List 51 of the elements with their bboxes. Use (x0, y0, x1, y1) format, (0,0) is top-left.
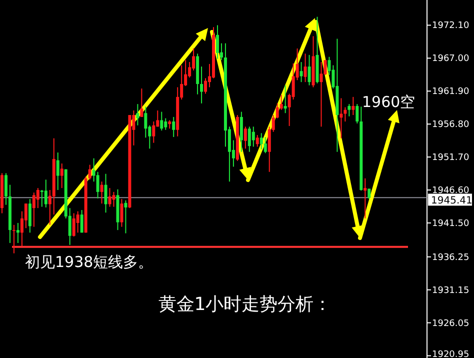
candlestick (76, 210, 80, 234)
candlestick (16, 222, 20, 244)
candlestick (244, 126, 247, 150)
y-tick-label: 1941.50 (432, 218, 470, 229)
candlestick (60, 162, 64, 189)
candlestick (72, 212, 76, 238)
y-tick-label: 1956.80 (432, 120, 470, 130)
candlestick (144, 106, 148, 138)
candlestick (100, 181, 104, 204)
y-tick-label: 1946.60 (432, 186, 470, 196)
text: 黄金1小时走势分析： (158, 294, 332, 315)
y-tick-label: 1961.90 (432, 87, 470, 98)
candlestick (88, 164, 92, 180)
candlestick (140, 88, 144, 118)
candlestick (96, 171, 100, 199)
candlestick (24, 203, 28, 229)
candlestick (204, 78, 208, 94)
y-tick-label: 1931.15 (432, 286, 470, 296)
candlestick (32, 192, 36, 228)
y-tick-label: 1972.10 (432, 21, 470, 32)
candlestick (56, 152, 60, 190)
candlestick (172, 116, 176, 138)
y-tick-label: 1967.00 (432, 54, 470, 64)
candlestick (368, 188, 371, 200)
y-tick-label: 1951.70 (432, 153, 470, 164)
candlestick (124, 200, 128, 234)
ref-line-label: 1945.41 (431, 196, 472, 207)
candlestick (364, 178, 367, 219)
candlestick (80, 210, 84, 234)
candlestick (40, 189, 44, 208)
candlestick (136, 104, 140, 126)
candlestick (36, 188, 40, 209)
annotation: 1960空 (362, 93, 416, 111)
y-tick-label: 1936.25 (432, 252, 470, 263)
candlestick (12, 224, 16, 254)
y-tick-label: 1926.05 (432, 318, 470, 329)
candlestick (216, 24, 219, 60)
candlestick (44, 179, 48, 208)
ref-line-label: 初见1938短线多。 (25, 252, 154, 271)
candlestick (112, 191, 116, 208)
candlestick (200, 66, 204, 104)
candlestick (28, 198, 32, 234)
candlestick (108, 188, 112, 208)
candlestick (240, 111, 243, 152)
candlestick (160, 111, 164, 132)
y-tick-label: 1920.95 (432, 350, 470, 358)
candlestick (104, 173, 108, 214)
candlestick (164, 118, 168, 130)
candlestick (120, 198, 124, 228)
candlestick (152, 120, 156, 144)
candlestick (4, 172, 8, 206)
